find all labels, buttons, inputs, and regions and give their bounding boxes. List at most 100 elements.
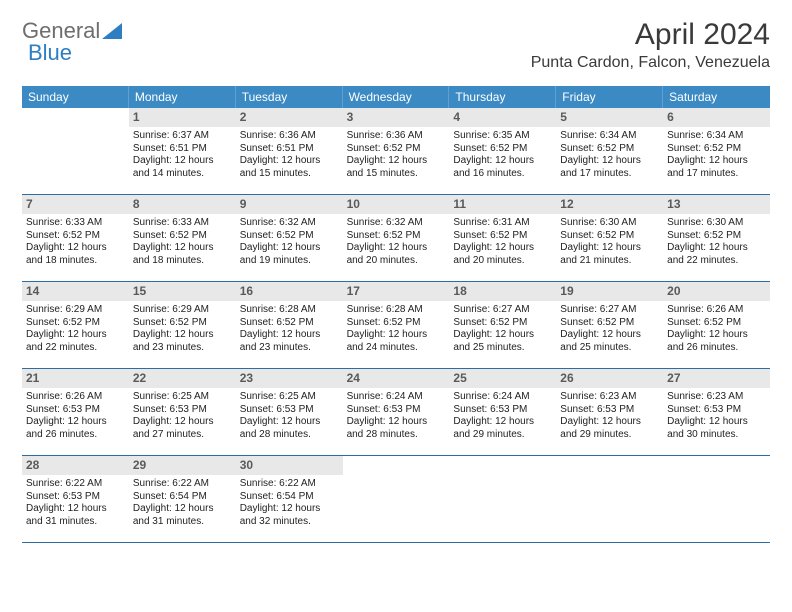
day-number: 7 (22, 195, 129, 214)
day-daylight1: Daylight: 12 hours (133, 503, 232, 516)
day-number: 16 (236, 282, 343, 301)
day-sunset: Sunset: 6:52 PM (453, 230, 552, 243)
day-cell: 26Sunrise: 6:23 AMSunset: 6:53 PMDayligh… (556, 369, 663, 455)
dow-sunday: Sunday (22, 86, 129, 108)
location-text: Punta Cardon, Falcon, Venezuela (531, 54, 770, 72)
day-of-week-header: Sunday Monday Tuesday Wednesday Thursday… (22, 86, 770, 108)
day-daylight1: Daylight: 12 hours (560, 416, 659, 429)
day-sunrise: Sunrise: 6:33 AM (26, 217, 125, 230)
day-daylight1: Daylight: 12 hours (347, 329, 446, 342)
day-cell (22, 108, 129, 194)
calendar-body: 1Sunrise: 6:37 AMSunset: 6:51 PMDaylight… (22, 108, 770, 543)
day-daylight1: Daylight: 12 hours (667, 242, 766, 255)
day-sunrise: Sunrise: 6:22 AM (133, 478, 232, 491)
day-sunrise: Sunrise: 6:26 AM (667, 304, 766, 317)
day-number: 22 (129, 369, 236, 388)
day-cell: 3Sunrise: 6:36 AMSunset: 6:52 PMDaylight… (343, 108, 450, 194)
day-cell: 11Sunrise: 6:31 AMSunset: 6:52 PMDayligh… (449, 195, 556, 281)
day-daylight2: and 32 minutes. (240, 516, 339, 529)
day-number: 29 (129, 456, 236, 475)
day-sunset: Sunset: 6:54 PM (240, 491, 339, 504)
day-cell (449, 456, 556, 542)
day-daylight2: and 29 minutes. (453, 429, 552, 442)
day-cell: 30 Sunrise: 6:22 AMSunset: 6:54 PMDayligh… (236, 456, 343, 542)
day-cell: 15Sunrise: 6:29 AMSunset: 6:52 PMDayligh… (129, 282, 236, 368)
day-daylight2: and 31 minutes. (26, 516, 125, 529)
day-number: 1 (129, 108, 236, 127)
day-sunset: Sunset: 6:51 PM (240, 143, 339, 156)
day-sunrise: Sunrise: 6:30 AM (560, 217, 659, 230)
logo-triangle-icon (102, 23, 122, 39)
week-row: 28Sunrise: 6:22 AMSunset: 6:53 PMDayligh… (22, 456, 770, 543)
day-daylight2: and 31 minutes. (133, 516, 232, 529)
day-cell: 12Sunrise: 6:30 AMSunset: 6:52 PMDayligh… (556, 195, 663, 281)
day-sunrise: Sunrise: 6:23 AM (560, 391, 659, 404)
day-daylight2: and 17 minutes. (667, 168, 766, 181)
day-daylight1: Daylight: 12 hours (26, 416, 125, 429)
day-daylight1: Daylight: 12 hours (26, 329, 125, 342)
day-daylight2: and 26 minutes. (667, 342, 766, 355)
day-daylight2: and 23 minutes. (240, 342, 339, 355)
day-daylight1: Daylight: 12 hours (133, 416, 232, 429)
day-number: 9 (236, 195, 343, 214)
day-sunset: Sunset: 6:52 PM (26, 317, 125, 330)
day-sunset: Sunset: 6:52 PM (347, 230, 446, 243)
day-sunset: Sunset: 6:52 PM (240, 230, 339, 243)
day-daylight1: Daylight: 12 hours (240, 503, 339, 516)
day-sunrise: Sunrise: 6:34 AM (667, 130, 766, 143)
logo-text-2: Blue (28, 40, 72, 66)
day-daylight1: Daylight: 12 hours (560, 242, 659, 255)
day-sunrise: Sunrise: 6:22 AM (240, 478, 339, 491)
day-daylight1: Daylight: 12 hours (240, 329, 339, 342)
day-daylight1: Daylight: 12 hours (26, 503, 125, 516)
day-cell: 19Sunrise: 6:27 AMSunset: 6:52 PMDayligh… (556, 282, 663, 368)
day-daylight1: Daylight: 12 hours (240, 242, 339, 255)
day-sunset: Sunset: 6:53 PM (133, 404, 232, 417)
day-daylight2: and 23 minutes. (133, 342, 232, 355)
day-cell: 14Sunrise: 6:29 AMSunset: 6:52 PMDayligh… (22, 282, 129, 368)
day-number: 30 (236, 456, 343, 475)
day-sunrise: Sunrise: 6:25 AM (240, 391, 339, 404)
day-daylight1: Daylight: 12 hours (667, 329, 766, 342)
day-number: 11 (449, 195, 556, 214)
dow-tuesday: Tuesday (236, 86, 343, 108)
day-daylight2: and 18 minutes. (133, 255, 232, 268)
day-cell: 22Sunrise: 6:25 AMSunset: 6:53 PMDayligh… (129, 369, 236, 455)
day-sunset: Sunset: 6:52 PM (560, 143, 659, 156)
day-cell: 10Sunrise: 6:32 AMSunset: 6:52 PMDayligh… (343, 195, 450, 281)
day-sunset: Sunset: 6:52 PM (667, 143, 766, 156)
day-number: 3 (343, 108, 450, 127)
day-number: 6 (663, 108, 770, 127)
day-daylight2: and 29 minutes. (560, 429, 659, 442)
day-number: 8 (129, 195, 236, 214)
day-sunset: Sunset: 6:53 PM (560, 404, 659, 417)
day-cell: 2Sunrise: 6:36 AMSunset: 6:51 PMDaylight… (236, 108, 343, 194)
day-cell: 20Sunrise: 6:26 AMSunset: 6:52 PMDayligh… (663, 282, 770, 368)
week-row: 7Sunrise: 6:33 AMSunset: 6:52 PMDaylight… (22, 195, 770, 282)
day-sunset: Sunset: 6:53 PM (667, 404, 766, 417)
page-title: April 2024 (531, 18, 770, 52)
day-sunset: Sunset: 6:53 PM (240, 404, 339, 417)
day-sunrise: Sunrise: 6:27 AM (560, 304, 659, 317)
dow-saturday: Saturday (663, 86, 770, 108)
day-daylight1: Daylight: 12 hours (347, 416, 446, 429)
day-daylight2: and 14 minutes. (133, 168, 232, 181)
day-cell: 8Sunrise: 6:33 AMSunset: 6:52 PMDaylight… (129, 195, 236, 281)
day-sunrise: Sunrise: 6:28 AM (347, 304, 446, 317)
day-number: 2 (236, 108, 343, 127)
day-daylight2: and 30 minutes. (667, 429, 766, 442)
day-number: 19 (556, 282, 663, 301)
day-sunrise: Sunrise: 6:26 AM (26, 391, 125, 404)
week-row: 14Sunrise: 6:29 AMSunset: 6:52 PMDayligh… (22, 282, 770, 369)
week-row: 1Sunrise: 6:37 AMSunset: 6:51 PMDaylight… (22, 108, 770, 195)
day-sunrise: Sunrise: 6:32 AM (240, 217, 339, 230)
day-daylight2: and 21 minutes. (560, 255, 659, 268)
day-daylight1: Daylight: 12 hours (240, 155, 339, 168)
day-daylight1: Daylight: 12 hours (347, 155, 446, 168)
day-sunrise: Sunrise: 6:30 AM (667, 217, 766, 230)
day-sunset: Sunset: 6:52 PM (26, 230, 125, 243)
day-daylight1: Daylight: 12 hours (453, 242, 552, 255)
day-sunrise: Sunrise: 6:37 AM (133, 130, 232, 143)
day-sunset: Sunset: 6:52 PM (347, 317, 446, 330)
day-number: 15 (129, 282, 236, 301)
